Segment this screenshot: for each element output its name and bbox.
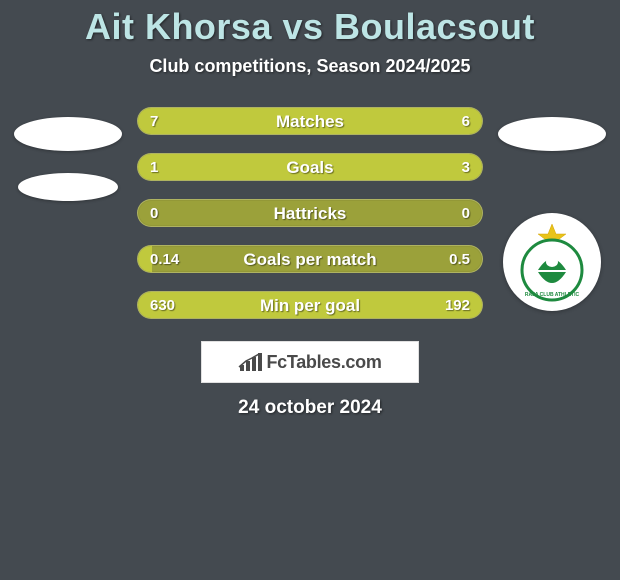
- svg-text:RAJA CLUB ATHLETIC: RAJA CLUB ATHLETIC: [525, 292, 580, 298]
- player-right-silhouette: [498, 117, 606, 151]
- stat-label: Goals per match: [138, 246, 482, 273]
- player-left-silhouette-2: [18, 173, 118, 201]
- stat-label: Hattricks: [138, 200, 482, 227]
- player-right-col: RAJA CLUB ATHLETIC: [493, 107, 611, 311]
- stat-bar: 13Goals: [137, 153, 483, 181]
- brand-text: FcTables.com: [266, 352, 381, 373]
- stat-label: Goals: [138, 154, 482, 181]
- club-crest-icon: RAJA CLUB ATHLETIC: [510, 220, 594, 304]
- club-badge-right: RAJA CLUB ATHLETIC: [503, 213, 601, 311]
- stat-bar: 00Hattricks: [137, 199, 483, 227]
- page-title: Ait Khorsa vs Boulacsout: [0, 6, 620, 48]
- stat-bar: 630192Min per goal: [137, 291, 483, 319]
- stat-label: Matches: [138, 108, 482, 135]
- stat-bar: 76Matches: [137, 107, 483, 135]
- player-left-col: [9, 107, 127, 219]
- player-left-silhouette: [14, 117, 122, 151]
- date-text: 24 october 2024: [0, 397, 620, 419]
- stats-card: Ait Khorsa vs Boulacsout Club competitio…: [0, 0, 620, 419]
- comparison-row: 76Matches 13Goals 00Hattricks 0.140.5Goals …: [0, 107, 620, 319]
- stat-label: Min per goal: [138, 292, 482, 319]
- season-subtitle: Club competitions, Season 2024/2025: [0, 56, 620, 77]
- stat-bar: 0.140.5Goals per match: [137, 245, 483, 273]
- stat-bars: 76Matches 13Goals 00Hattricks 0.140.5Goals …: [137, 107, 483, 319]
- bar-chart-icon: [238, 351, 264, 373]
- brand-box: FcTables.com: [201, 341, 419, 383]
